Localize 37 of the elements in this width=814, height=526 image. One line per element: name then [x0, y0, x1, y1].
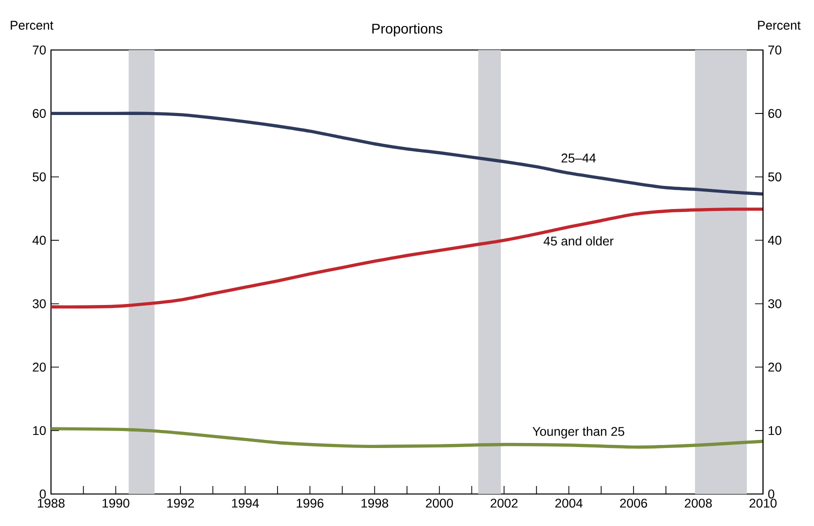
y-tick-label: 0 — [40, 490, 46, 498]
y-tick-label: 40 — [32, 236, 46, 245]
x-tick-label: 1996 — [296, 498, 324, 508]
x-tick-label: 1994 — [232, 498, 259, 508]
x-tick-label: 1988 — [38, 498, 65, 508]
x-tick-label: 2004 — [555, 498, 583, 508]
series-label: 45 and older — [544, 236, 614, 246]
x-tick-label: 1992 — [167, 498, 194, 508]
x-tick-label: 2002 — [490, 498, 518, 508]
chart-title: Proportions — [372, 23, 442, 36]
y-tick-label: 20 — [32, 362, 46, 372]
y2-axis-title: Percent — [758, 20, 801, 30]
y-tick-label: 60 — [32, 108, 46, 118]
y2-tick-label: 30 — [768, 299, 782, 308]
y2-tick-label: 50 — [768, 172, 782, 182]
line-series — [49, 112, 765, 196]
y2-tick-label: 40 — [768, 236, 782, 245]
y-tick-label: 70 — [32, 46, 46, 54]
y-axis-title: Percent — [10, 20, 54, 30]
line-series — [49, 208, 765, 309]
x-tick-label: 1998 — [362, 498, 388, 508]
y-tick-label: 50 — [32, 172, 46, 182]
y2-tick-label: 60 — [768, 108, 782, 118]
series-label: Younger than 25 — [532, 426, 624, 438]
line-series — [49, 427, 765, 449]
y-tick-label: 30 — [32, 299, 46, 308]
x-tick-label: 2010 — [750, 498, 777, 508]
series-label: 25–44 — [562, 154, 596, 163]
x-tick-label: 2006 — [620, 498, 648, 508]
y2-tick-label: 10 — [768, 426, 782, 436]
y2-tick-label: 70 — [768, 46, 782, 54]
x-tick-label: 1990 — [102, 498, 130, 508]
y-tick-label: 10 — [33, 426, 46, 436]
y2-tick-label: 0 — [768, 490, 774, 498]
x-tick-label: 2008 — [684, 498, 712, 508]
x-tick-label: 2000 — [426, 498, 453, 508]
y2-tick-label: 20 — [768, 362, 782, 372]
